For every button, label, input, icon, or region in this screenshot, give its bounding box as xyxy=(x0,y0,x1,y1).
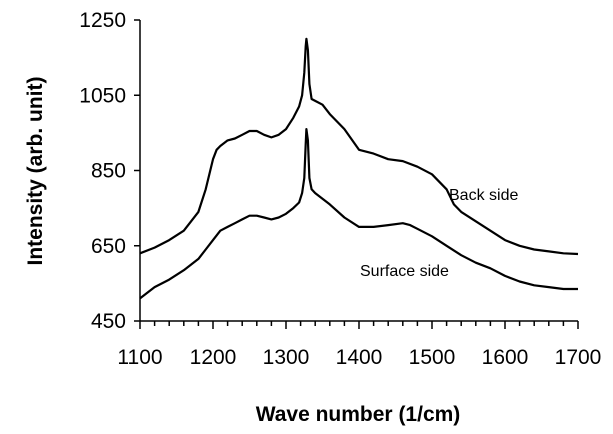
series-back-side xyxy=(139,37,579,256)
x-tick-label: 1200 xyxy=(190,346,237,369)
y-tick-label: 650 xyxy=(91,235,126,258)
x-tick-label: 1500 xyxy=(409,346,456,369)
y-tick-label: 1050 xyxy=(79,84,126,107)
annotation-surface-side: Surface side xyxy=(360,263,449,280)
x-tick-label: 1100 xyxy=(117,346,162,369)
y-axis-title: Intensity (arb. unit) xyxy=(24,77,47,266)
x-tick-label: 1700 xyxy=(555,346,602,369)
y-tick-label: 1250 xyxy=(79,9,126,32)
annotation-back-side: Back side xyxy=(449,187,518,204)
y-tick-label: 850 xyxy=(91,160,126,183)
x-tick-label: 1400 xyxy=(336,346,383,369)
series-group xyxy=(139,37,579,300)
x-tick-label: 1600 xyxy=(482,346,529,369)
x-axis-title: Wave number (1/cm) xyxy=(256,403,461,426)
y-tick-label: 450 xyxy=(91,310,126,333)
x-tick-label: 1300 xyxy=(263,346,310,369)
series-surface-side xyxy=(139,128,578,300)
x-tick-group: 1100 1200 1300 1400 1500 1600 1700 xyxy=(117,321,601,369)
axes xyxy=(139,20,578,322)
y-tick-group: 450 650 850 1050 1250 xyxy=(79,9,140,333)
